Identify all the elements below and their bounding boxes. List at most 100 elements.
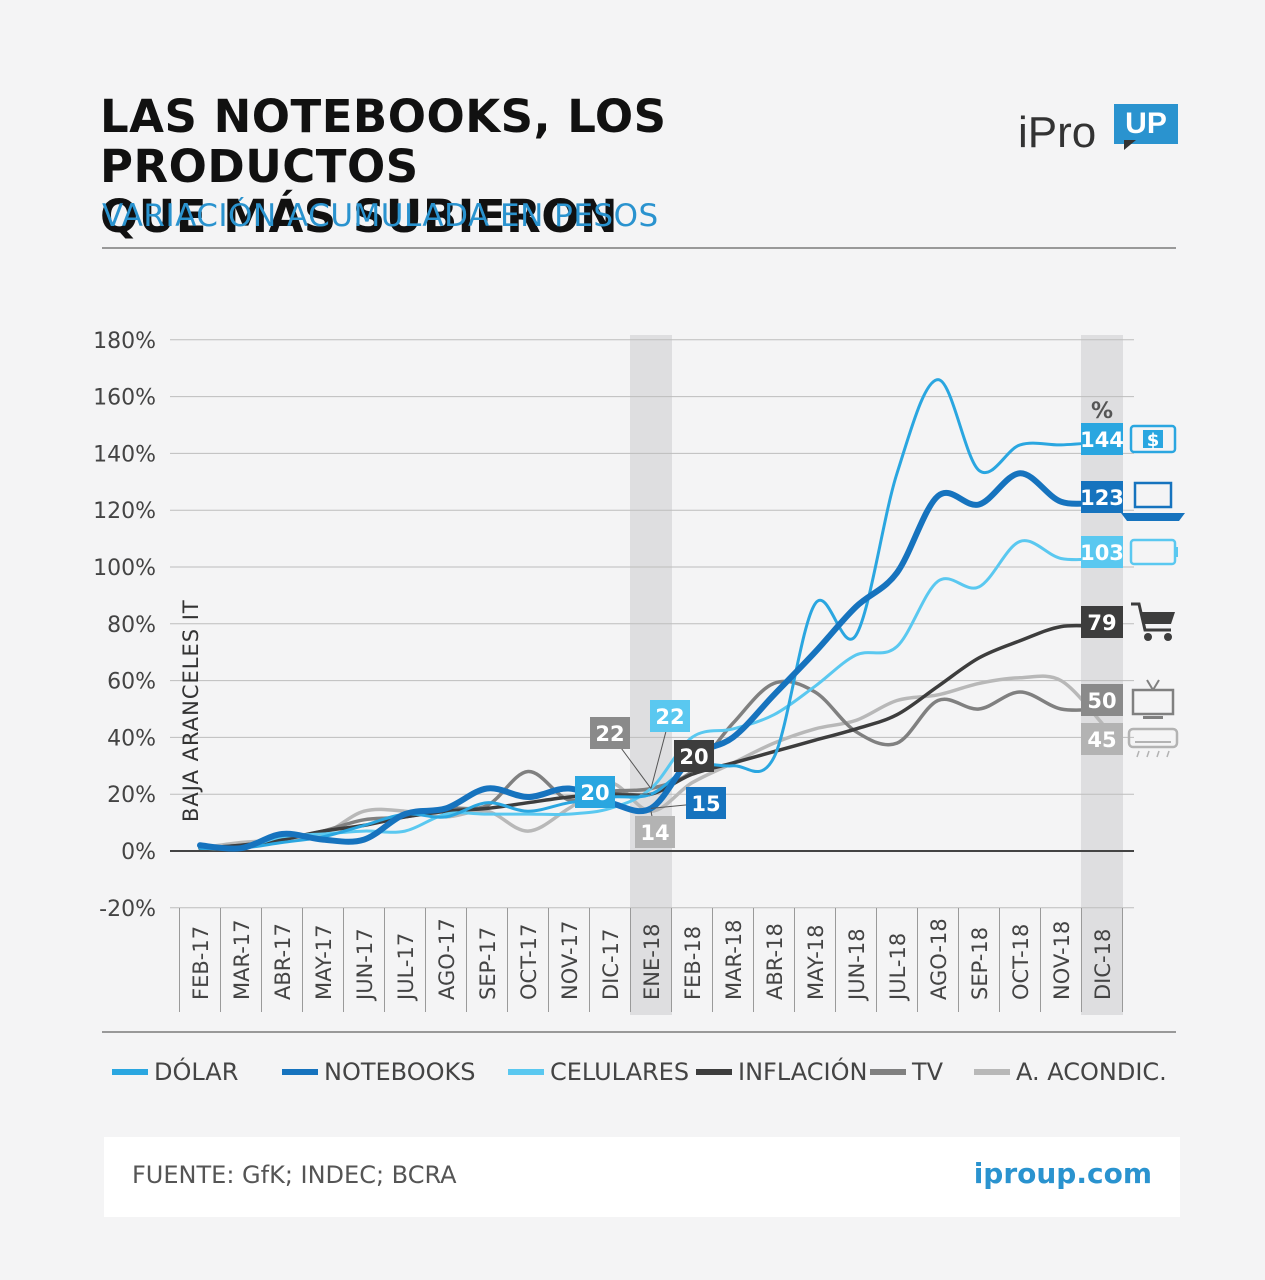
title-line-2: QUE MÁS SUBIERON: [100, 190, 619, 243]
point-label-dolar: 20: [580, 781, 609, 805]
chart-legend: DÓLAR NOTEBOOKS CELULARES INFLACIÓN TV A. ACO…: [112, 1052, 1192, 1092]
x-tick-label: FEB-18: [681, 926, 705, 1000]
end-label-inflacion: 79: [1087, 611, 1116, 635]
end-label-tv-bg: [1081, 684, 1123, 716]
page-title: LAS NOTEBOOKS, LOS PRODUCTOS QUE MÁS SUB…: [100, 92, 960, 242]
x-tick-label: JUL-18: [886, 933, 910, 1002]
dollar-bill-icon: $: [1129, 424, 1177, 454]
point-label-acondic: 14: [640, 821, 669, 845]
x-tick-label: MAR-17: [230, 919, 254, 1000]
end-label-notebooks-bg: [1081, 481, 1123, 513]
legend-label: DÓLAR: [154, 1058, 239, 1086]
legend-item-inflacion: INFLACIÓN: [696, 1052, 867, 1092]
x-tick-label: MAR-18: [722, 919, 746, 1000]
point-label-dolar-bg: [575, 776, 615, 808]
x-tick-label: OCT-18: [1009, 924, 1033, 1000]
end-label-acondic-bg: [1081, 723, 1123, 755]
point-label-inflacion-bg: [674, 740, 714, 772]
y-tick-label: -20%: [99, 897, 156, 922]
header-divider: [102, 247, 1176, 249]
y-tick-label: 180%: [93, 329, 156, 354]
logo-tail-icon: [1124, 140, 1136, 150]
legend-label: INFLACIÓN: [738, 1058, 868, 1086]
legend-swatch: [282, 1069, 318, 1075]
end-label-celulares-bg: [1081, 536, 1123, 568]
legend-swatch: [870, 1069, 906, 1075]
y-tick-label: 60%: [107, 670, 156, 695]
line-chart: -20% 0% 20% 40% 60% 80% 100% 120% 140% 160% 180% FE…: [93, 329, 1185, 1015]
y-tick-label: 120%: [93, 499, 156, 524]
end-label-notebooks: 123: [1080, 486, 1124, 510]
end-label-acondic: 45: [1087, 728, 1116, 752]
x-tick-label: ENE-18: [640, 923, 664, 1000]
point-label-notebooks: 15: [691, 792, 720, 816]
x-tick-label: SEP-18: [968, 927, 992, 1000]
legend-item-tv: TV: [870, 1052, 943, 1092]
shopping-cart-icon: [1131, 602, 1175, 641]
logo-box: UP: [1114, 104, 1178, 144]
page-subtitle: VARIACIÓN ACUMULADA EN PESOS: [102, 198, 659, 234]
x-tick-label: JUL-17: [394, 933, 418, 1002]
x-tick-label: ABR-18: [763, 923, 787, 1000]
legend-item-acondic: A. ACONDIC.: [974, 1052, 1167, 1092]
legend-label: NOTEBOOKS: [324, 1058, 476, 1086]
x-tick-label: OCT-17: [517, 924, 541, 1000]
tariff-cut-annotation: BAJA ARANCELES IT: [179, 599, 203, 822]
legend-label: CELULARES: [550, 1058, 690, 1086]
point-label-tv: 22: [595, 722, 624, 746]
x-tick-label: AGO-17: [435, 918, 459, 1000]
x-tick-label: NOV-18: [1050, 921, 1074, 1000]
x-tick-label: JUN-18: [845, 928, 869, 1002]
point-label-celulares: 22: [655, 705, 684, 729]
y-tick-label: 40%: [107, 726, 156, 751]
y-tick-label: 80%: [107, 613, 156, 638]
logo-text: iPro: [1018, 108, 1097, 157]
title-line-1: LAS NOTEBOOKS, LOS PRODUCTOS: [100, 90, 667, 193]
highlight-band-ene-18: [630, 335, 672, 1015]
end-label-tv: 50: [1087, 689, 1116, 713]
footer-site-link[interactable]: iproup.com: [973, 1157, 1152, 1190]
legend-item-notebooks: NOTEBOOKS: [282, 1052, 475, 1092]
legend-label: A. ACONDIC.: [1016, 1058, 1167, 1086]
footer-source: FUENTE: GfK; INDEC; BCRA: [132, 1161, 457, 1189]
legend-label: TV: [912, 1058, 944, 1086]
y-tick-label: 0%: [121, 840, 156, 865]
tv-icon: [1131, 679, 1175, 719]
end-label-inflacion-bg: [1081, 606, 1123, 638]
point-label-celulares-bg: [650, 700, 690, 732]
series-line-celulares: [198, 539, 1104, 851]
footer: FUENTE: GfK; INDEC; BCRA iproup.com: [104, 1137, 1180, 1217]
x-tick-label: FEB-17: [189, 926, 213, 1000]
y-tick-label: 100%: [93, 556, 156, 581]
x-tick-label: ABR-17: [271, 923, 295, 1000]
legend-item-dolar: DÓLAR: [112, 1052, 238, 1092]
point-label-acondic-bg: [635, 816, 675, 848]
point-label-tv-bg: [590, 717, 630, 749]
x-tick-label: NOV-17: [558, 921, 582, 1000]
x-tick-label: MAY-17: [312, 925, 336, 1001]
x-tick-label: SEP-17: [476, 927, 500, 1000]
laptop-icon: [1121, 481, 1185, 521]
legend-swatch: [974, 1069, 1010, 1075]
svg-text:$: $: [1147, 430, 1160, 451]
end-label-celulares: 103: [1080, 541, 1124, 565]
y-tick-label: 140%: [93, 442, 156, 467]
point-label-notebooks-bg: [686, 787, 726, 819]
x-tick-label: JUN-17: [353, 928, 377, 1002]
x-tick-label: AGO-18: [927, 918, 951, 1000]
legend-swatch: [696, 1069, 732, 1075]
air-conditioner-icon: [1127, 727, 1179, 758]
cellphone-icon: [1129, 538, 1178, 566]
legend-item-celulares: CELULARES: [508, 1052, 689, 1092]
end-label-dolar: 144: [1080, 428, 1124, 452]
end-label-dolar-bg: [1081, 423, 1123, 455]
percent-unit-label: %: [1091, 399, 1113, 424]
x-tick-label: MAY-18: [804, 925, 828, 1001]
y-tick-label: 20%: [107, 783, 156, 808]
legend-swatch: [508, 1069, 544, 1075]
legend-swatch: [112, 1069, 148, 1075]
x-tick-label: DIC-17: [599, 929, 623, 1000]
x-tick-label: DIC-18: [1091, 929, 1115, 1000]
chart-divider: [102, 1031, 1176, 1033]
